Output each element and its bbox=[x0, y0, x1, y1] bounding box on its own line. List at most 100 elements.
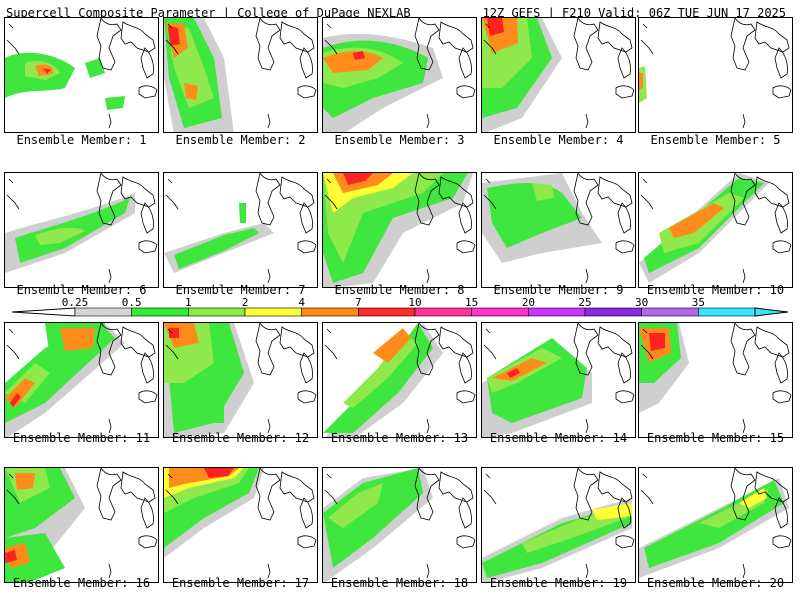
colorbar-tick-label: 0.5 bbox=[122, 296, 142, 309]
contour-lightgreen bbox=[328, 483, 383, 528]
member-label-1: Ensemble Member: 1 bbox=[16, 133, 147, 147]
map-panel-member-3 bbox=[322, 17, 477, 133]
member-label-17: Ensemble Member: 17 bbox=[171, 576, 310, 590]
member-label-18: Ensemble Member: 18 bbox=[330, 576, 469, 590]
contour-orange bbox=[15, 473, 35, 490]
colorbar-tick-label: 10 bbox=[408, 296, 421, 309]
contour-red bbox=[353, 51, 365, 60]
contour-green bbox=[85, 58, 105, 78]
great-lakes-outline bbox=[6, 468, 158, 579]
colorbar-tick-label: 20 bbox=[522, 296, 535, 309]
contour-orange bbox=[35, 64, 54, 76]
member-label-10: Ensemble Member: 10 bbox=[646, 283, 785, 297]
great-lakes-outline bbox=[324, 18, 476, 129]
map-panel-member-2 bbox=[163, 17, 318, 133]
colorbar-tick-label: 0.25 bbox=[62, 296, 89, 309]
valid-time: 12Z GEFS | F210 Valid: 06Z TUE JUN 17 20… bbox=[482, 6, 786, 20]
contour-red bbox=[169, 328, 179, 338]
colorbar-tick-label: 35 bbox=[692, 296, 705, 309]
colorbar-segment bbox=[414, 307, 472, 317]
contour-green bbox=[323, 468, 423, 568]
colorbar-segment bbox=[528, 307, 586, 317]
member-label-3: Ensemble Member: 3 bbox=[334, 133, 465, 147]
map-panel-member-11 bbox=[4, 322, 159, 438]
contour-orange bbox=[669, 203, 724, 238]
member-label-4: Ensemble Member: 4 bbox=[493, 133, 624, 147]
contour-red bbox=[43, 68, 51, 74]
colorbar-segment bbox=[74, 307, 132, 317]
contour-red bbox=[204, 468, 234, 478]
member-label-8: Ensemble Member: 8 bbox=[334, 283, 465, 297]
contour-lightgreen bbox=[35, 227, 85, 245]
map-panel-member-8 bbox=[322, 172, 477, 288]
colorbar-left-arrow bbox=[11, 307, 76, 317]
contour-yellow bbox=[592, 503, 632, 520]
colorbar-tick-label: 1 bbox=[185, 296, 192, 309]
map-panel-member-13 bbox=[322, 322, 477, 438]
member-label-14: Ensemble Member: 14 bbox=[489, 431, 628, 445]
contour-red bbox=[10, 393, 21, 407]
colorbar-tick-label: 7 bbox=[355, 296, 362, 309]
great-lakes-outline bbox=[165, 18, 317, 129]
member-label-19: Ensemble Member: 19 bbox=[489, 576, 628, 590]
contour-green bbox=[487, 183, 582, 248]
great-lakes-outline bbox=[640, 468, 792, 579]
contour-yellow bbox=[739, 488, 767, 508]
member-label-15: Ensemble Member: 15 bbox=[646, 431, 785, 445]
colorbar-tick-label: 4 bbox=[298, 296, 305, 309]
contour-orange bbox=[60, 328, 95, 351]
great-lakes-outline bbox=[165, 468, 317, 579]
member-label-7: Ensemble Member: 7 bbox=[175, 283, 306, 297]
great-lakes-outline bbox=[483, 323, 635, 434]
contour-orange bbox=[5, 543, 30, 568]
map-panel-member-20 bbox=[638, 467, 793, 583]
great-lakes-outline bbox=[6, 323, 158, 434]
map-panel-member-4 bbox=[481, 17, 636, 133]
map-panel-member-14 bbox=[481, 322, 636, 438]
contour-red bbox=[343, 173, 373, 185]
colorbar-segment bbox=[641, 307, 699, 317]
member-label-9: Ensemble Member: 9 bbox=[493, 283, 624, 297]
contour-orange bbox=[184, 83, 198, 100]
colorbar-segment bbox=[358, 307, 416, 317]
contour-green bbox=[239, 203, 246, 223]
map-panel-member-5 bbox=[638, 17, 793, 133]
great-lakes-outline bbox=[483, 468, 635, 579]
great-lakes-outline bbox=[483, 173, 635, 284]
map-panel-member-15 bbox=[638, 322, 793, 438]
contour-lightgreen bbox=[343, 333, 418, 408]
map-panel-member-6 bbox=[4, 172, 159, 288]
member-label-11: Ensemble Member: 11 bbox=[12, 431, 151, 445]
contour-green bbox=[105, 96, 125, 110]
map-panel-member-19 bbox=[481, 467, 636, 583]
contour-orange bbox=[639, 73, 643, 90]
contour-green bbox=[204, 403, 224, 423]
contour-green bbox=[174, 228, 259, 269]
colorbar-segment bbox=[188, 307, 246, 317]
great-lakes-outline bbox=[165, 173, 317, 284]
great-lakes-outline bbox=[6, 18, 158, 129]
map-panel-member-12 bbox=[163, 322, 318, 438]
great-lakes-outline bbox=[165, 323, 317, 434]
colorbar-segment bbox=[301, 307, 359, 317]
map-panel-member-9 bbox=[481, 172, 636, 288]
great-lakes-outline bbox=[6, 173, 158, 284]
member-label-6: Ensemble Member: 6 bbox=[16, 283, 147, 297]
colorbar-tick-label: 15 bbox=[465, 296, 478, 309]
contour-orange bbox=[373, 328, 411, 363]
map-panel-member-18 bbox=[322, 467, 477, 583]
great-lakes-outline bbox=[324, 468, 476, 579]
colorbar-right-arrow bbox=[754, 307, 789, 317]
great-lakes-outline bbox=[324, 173, 476, 284]
contour-orange bbox=[492, 358, 547, 381]
member-label-20: Ensemble Member: 20 bbox=[646, 576, 785, 590]
colorbar-segment bbox=[698, 307, 756, 317]
great-lakes-outline bbox=[640, 173, 792, 284]
contour-red bbox=[649, 333, 665, 351]
map-panel-member-10 bbox=[638, 172, 793, 288]
map-panel-member-7 bbox=[163, 172, 318, 288]
page-title: Supercell Composite Parameter | College … bbox=[6, 6, 411, 20]
contour-lightgreen bbox=[532, 183, 554, 201]
colorbar-segment bbox=[244, 307, 302, 317]
great-lakes-outline bbox=[640, 323, 792, 434]
